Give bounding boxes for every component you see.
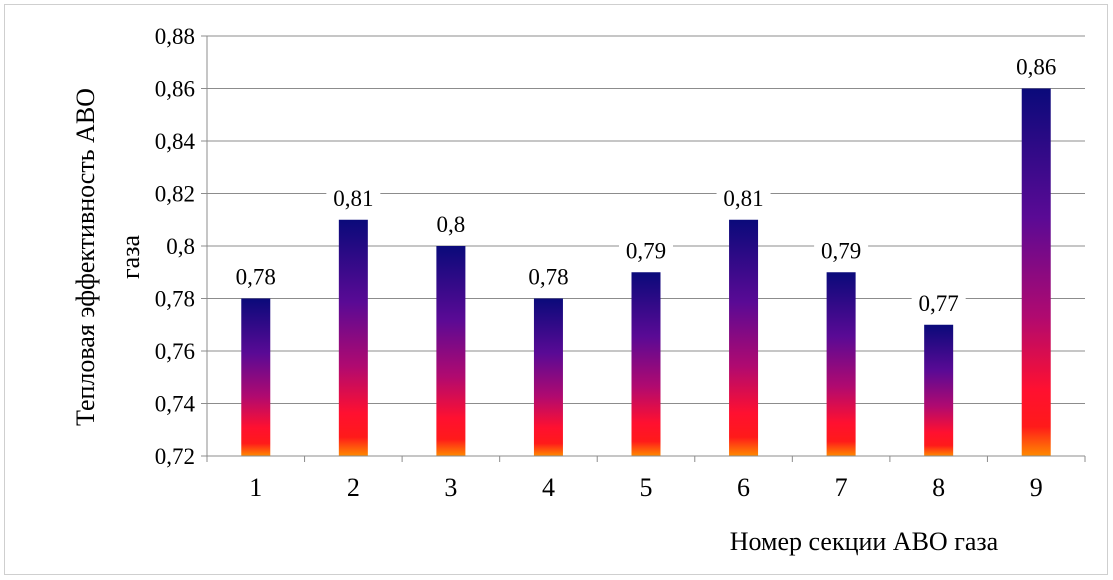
bars [241,88,1051,456]
data-label-bg [619,238,673,265]
axes: 0,720,740,760,780,80,820,840,860,881 2 3 4 5… [155,24,1086,502]
data-label-bg [911,290,966,317]
x-tick-label-2: 2 [347,473,360,502]
data-label-1: 0,78 [236,265,276,290]
data-label-4: 0,78 [528,265,568,290]
y-tick-label: 0,82 [155,182,195,207]
y-tick-label: 0,88 [155,24,195,49]
y-tick-label: 0,72 [155,444,195,469]
bar-4 [533,298,563,456]
x-tick-label-3: 3 [444,473,457,502]
x-axis-title: Номер секции АВО газа [730,527,999,556]
y-tick-label: 0,74 [155,392,196,417]
bar-2 [338,219,368,456]
data-label-bg [521,264,576,291]
data-label-2: 0,81 [333,186,373,211]
data-label-bg [326,185,381,212]
bar-9 [1021,88,1051,456]
x-tick-label-4: 4 [542,473,555,502]
data-label-7: 0,79 [821,238,861,263]
y-tick-label: 0,78 [155,287,195,312]
data-label-bg [429,212,473,238]
x-tick-label-9: 9 [1030,473,1043,502]
x-tick-label-7: 7 [835,473,848,502]
x-tick-label-8: 8 [932,473,945,502]
x-tick-label-6: 6 [737,473,750,502]
bar-5 [631,272,661,456]
data-label-bg [228,264,283,291]
data-label-5: 0,79 [626,238,666,263]
data-labels: 0,78 0,81 0,8 0,78 0,79 0,81 0,79 0,77 0,86 [228,54,1064,317]
data-label-bg [716,185,771,212]
bar-chart: 0,780,810,80,780,790,810,790,770,86 0,72… [71,24,1086,556]
chart-frame: 0,78 0,81 0,8 0,78 0,79 0,81 0,79 0,77 0,86 0,72… [4,4,1108,575]
y-axis-title-line-1: Тепловая эффективность АВО [71,88,100,426]
x-tick-label-5: 5 [640,473,653,502]
bar-8 [924,324,954,456]
bar-6 [729,219,759,456]
data-label-3: 0,8 [437,212,466,237]
y-tick-label: 0,76 [155,339,195,364]
data-label-bg [1009,54,1064,81]
bar-3 [436,246,466,456]
x-tick-label-1: 1 [249,473,262,502]
data-label-6: 0,81 [723,186,763,211]
y-tick-label: 0,8 [166,234,195,259]
data-label-9: 0,86 [1016,55,1056,80]
y-tick-label: 0,86 [155,77,195,102]
bar-7 [826,272,856,456]
data-label-8: 0,77 [919,291,959,316]
y-tick-label: 0,84 [155,129,196,154]
data-label-bg [814,238,869,265]
y-axis-title-line-2: газа [116,235,145,279]
bar-1 [241,298,271,456]
